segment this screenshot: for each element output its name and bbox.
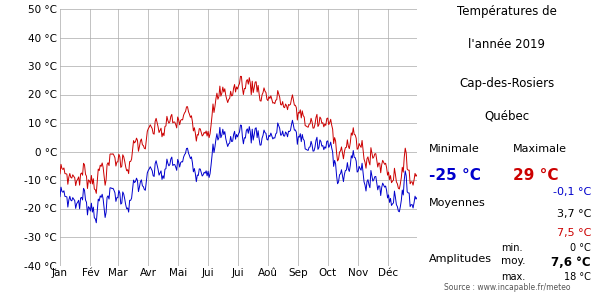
Text: l'année 2019: l'année 2019: [469, 38, 545, 50]
Text: Maximale: Maximale: [513, 144, 567, 154]
Text: moy.: moy.: [501, 256, 526, 266]
Text: Amplitudes: Amplitudes: [429, 254, 492, 263]
Text: 7,6 °C: 7,6 °C: [551, 256, 591, 269]
Text: Cap-des-Rosiers: Cap-des-Rosiers: [460, 76, 554, 89]
Text: 18 °C: 18 °C: [564, 272, 591, 281]
Text: 29 °C: 29 °C: [513, 168, 559, 183]
Text: -0,1 °C: -0,1 °C: [553, 188, 591, 197]
Text: Québec: Québec: [484, 110, 530, 122]
Text: 7,5 °C: 7,5 °C: [557, 228, 591, 238]
Text: -25 °C: -25 °C: [429, 168, 481, 183]
Text: min.: min.: [501, 243, 523, 253]
Text: Source : www.incapable.fr/meteo: Source : www.incapable.fr/meteo: [444, 284, 570, 292]
Text: Moyennes: Moyennes: [429, 198, 486, 208]
Text: 3,7 °C: 3,7 °C: [557, 208, 591, 218]
Text: 0 °C: 0 °C: [570, 243, 591, 253]
Text: Minimale: Minimale: [429, 144, 480, 154]
Text: max.: max.: [501, 272, 525, 281]
Text: Températures de: Températures de: [457, 4, 557, 17]
